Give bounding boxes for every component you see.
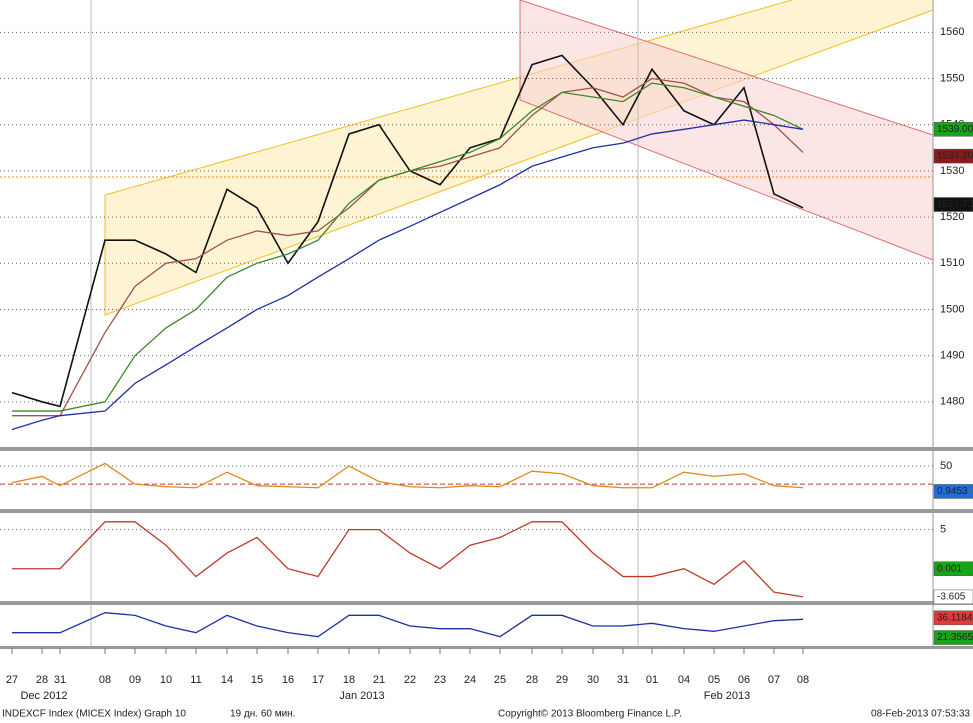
x-tick-label: 22 xyxy=(404,674,416,686)
price-tag xyxy=(933,148,973,164)
y-tick-label: 5 xyxy=(940,524,946,536)
price-tag-label: 21.3565 xyxy=(937,632,973,643)
y-tick-label: 1490 xyxy=(940,350,964,362)
month-label: Feb 2013 xyxy=(704,690,750,702)
y-tick-label: 50 xyxy=(940,460,952,472)
x-tick-label: 08 xyxy=(797,674,809,686)
x-tick-label: 05 xyxy=(708,674,720,686)
x-tick-label: 09 xyxy=(129,674,141,686)
price-tag-label: 0.9453 xyxy=(937,486,968,497)
month-label: Dec 2012 xyxy=(20,690,67,702)
x-tick-label: 15 xyxy=(251,674,263,686)
x-tick-label: 18 xyxy=(343,674,355,686)
x-tick-label: 01 xyxy=(646,674,658,686)
panel-dividers xyxy=(0,447,973,649)
price-tag-label: 1533.20 xyxy=(937,151,973,162)
footer-timestamp: 08-Feb-2013 07:53:33 xyxy=(871,709,970,720)
price-tag-label: 1539.00 xyxy=(937,124,973,135)
price-tag xyxy=(933,630,973,645)
series-line xyxy=(11,462,804,489)
x-tick-label: 27 xyxy=(6,674,18,686)
series-line xyxy=(12,521,804,598)
price-tag-label: 36.1184 xyxy=(937,612,973,623)
series-line xyxy=(12,82,804,412)
footer-security: INDEXCF Index (MICEX Index) Graph 10 xyxy=(2,709,186,720)
price-tag-label: 1522.72 xyxy=(937,199,973,210)
x-tick-label: 25 xyxy=(494,674,506,686)
x-tick-label: 23 xyxy=(434,674,446,686)
y-tick-label: 1560 xyxy=(940,26,964,38)
x-tick-label: 30 xyxy=(587,674,599,686)
footer-copyright: Copyright© 2013 Bloomberg Finance L.P. xyxy=(498,709,682,720)
price-tag xyxy=(933,197,973,212)
series-line xyxy=(11,119,804,431)
price-tag xyxy=(933,484,973,499)
x-tick-label: 14 xyxy=(221,674,233,686)
x-tick-label: 17 xyxy=(312,674,324,686)
x-tick-label: 07 xyxy=(768,674,780,686)
x-tick-label: 29 xyxy=(556,674,568,686)
panel-divider xyxy=(0,509,973,513)
month-label: Jan 2013 xyxy=(339,690,384,702)
x-tick-label: 24 xyxy=(464,674,476,686)
x-tick-label: 08 xyxy=(99,674,111,686)
x-tick-label: 21 xyxy=(373,674,385,686)
x-tick-label: 31 xyxy=(617,674,629,686)
x-tick-label: 16 xyxy=(282,674,294,686)
y-tick-label: 1480 xyxy=(940,396,964,408)
x-tick-label: 28 xyxy=(36,674,48,686)
series-line xyxy=(12,612,804,638)
x-tick-label: 10 xyxy=(160,674,172,686)
panel-divider xyxy=(0,601,973,605)
footer-period: 19 дн. 60 мин. xyxy=(230,709,295,720)
y-tick-label: 1550 xyxy=(940,72,964,84)
price-tag xyxy=(933,589,973,605)
x-tick-label: 28 xyxy=(526,674,538,686)
x-tick-label: 31 xyxy=(54,674,66,686)
panel-divider xyxy=(0,646,973,649)
y-tick-label: 1500 xyxy=(940,303,964,315)
y-tick-label: 1520 xyxy=(940,211,964,223)
y-tick-label: 1530 xyxy=(940,165,964,177)
x-tick-label: 06 xyxy=(738,674,750,686)
price-tag xyxy=(933,561,973,576)
price-tag xyxy=(933,122,973,137)
price-tag xyxy=(933,610,973,626)
panel-divider xyxy=(0,447,973,451)
x-tick-label: 04 xyxy=(678,674,690,686)
y-tick-label: 1510 xyxy=(940,257,964,269)
price-tag-label: -3.605 xyxy=(937,592,966,603)
price-tag-label: 0.001 xyxy=(937,563,962,574)
x-tick-label: 11 xyxy=(190,674,201,686)
